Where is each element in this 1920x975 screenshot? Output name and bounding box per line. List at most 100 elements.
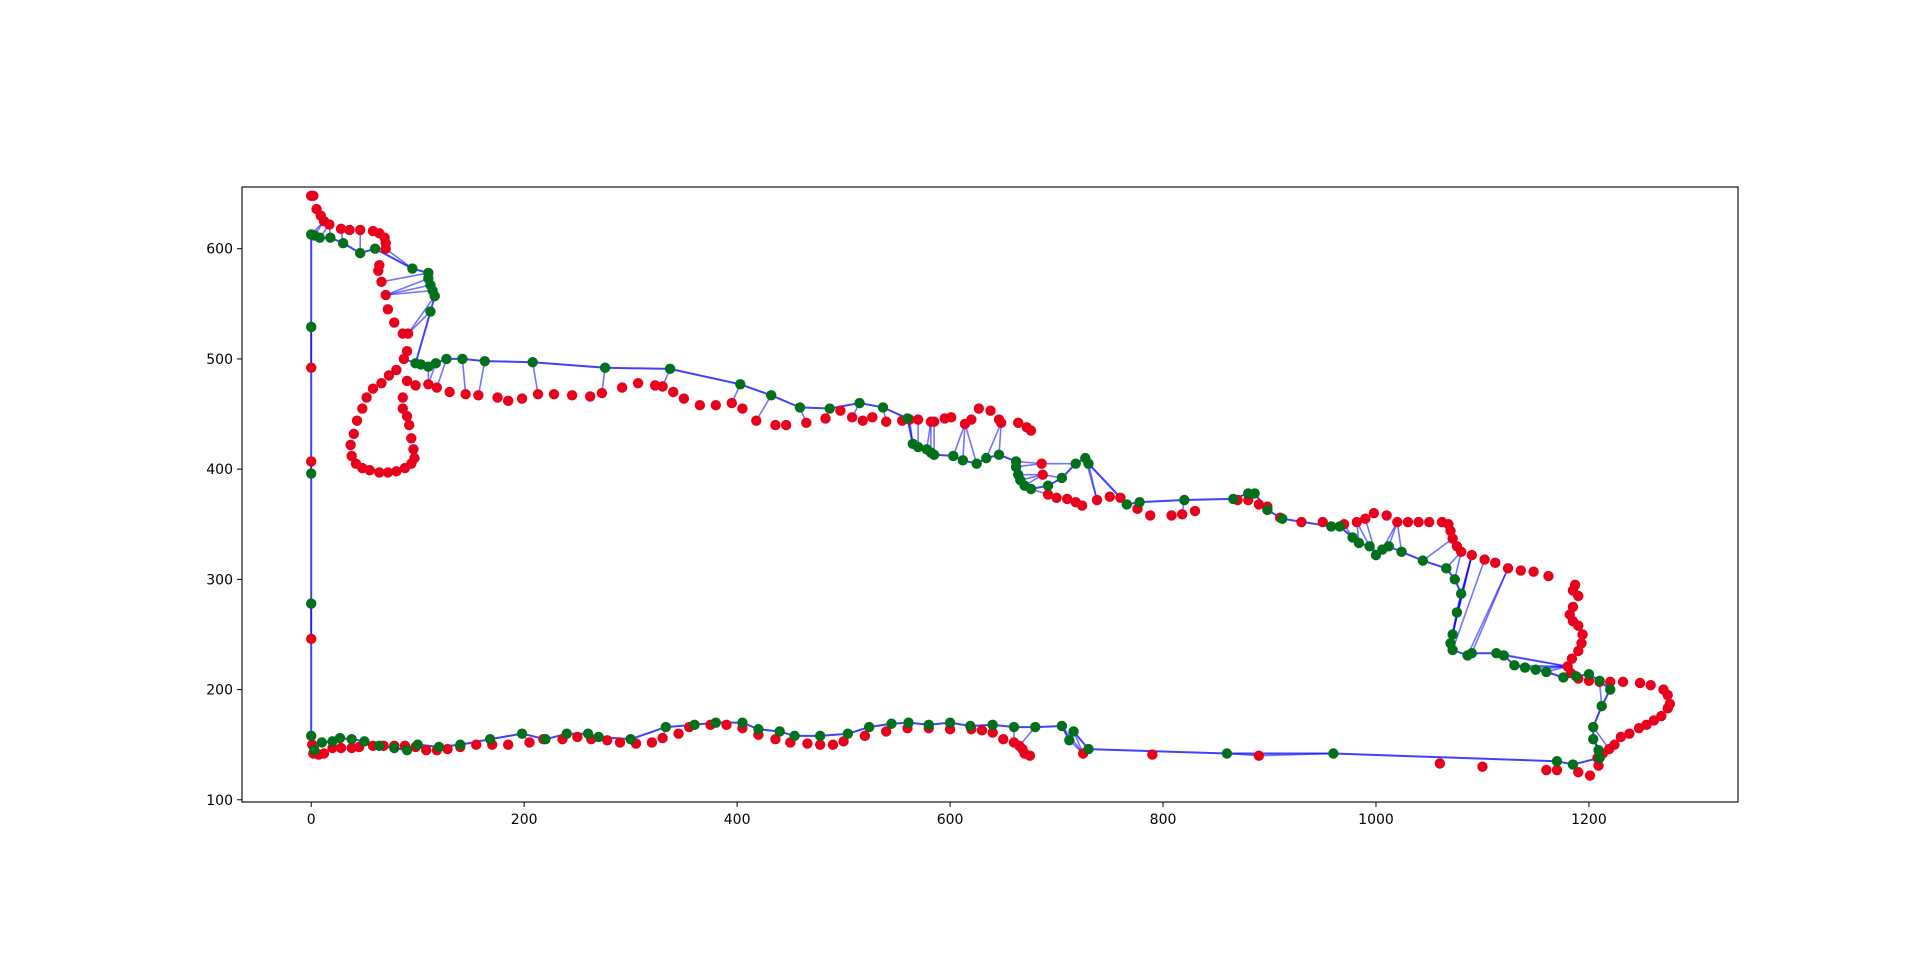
- green-point: [1447, 629, 1458, 640]
- green-point: [1551, 756, 1563, 767]
- green-point: [1417, 555, 1429, 566]
- red-point: [389, 317, 400, 328]
- red-point: [1633, 722, 1645, 734]
- link-line: [407, 310, 432, 335]
- red-point: [431, 382, 443, 393]
- green-point: [1326, 521, 1337, 532]
- green-point: [314, 232, 325, 243]
- green-point: [1449, 574, 1460, 585]
- green-point: [389, 742, 400, 754]
- red-point: [1392, 516, 1403, 528]
- red-point: [1573, 645, 1584, 657]
- green-point: [854, 397, 865, 409]
- green-point: [735, 379, 746, 390]
- green-point: [824, 403, 835, 414]
- red-point: [442, 743, 453, 755]
- green-point: [1498, 650, 1509, 661]
- red-point: [1551, 764, 1563, 776]
- red-point: [985, 405, 996, 416]
- red-point: [1037, 469, 1048, 480]
- link-line: [962, 423, 966, 461]
- link-line: [1422, 537, 1454, 562]
- red-point: [1577, 629, 1588, 640]
- red-point: [1317, 516, 1328, 528]
- red-point: [382, 304, 394, 315]
- green-point: [1134, 497, 1145, 508]
- green-point-series: [306, 229, 1616, 770]
- green-point: [923, 719, 934, 731]
- green-point: [765, 390, 777, 401]
- red-point: [1189, 505, 1201, 517]
- red-point: [846, 412, 858, 423]
- red-point: [1502, 563, 1514, 574]
- link-line: [1503, 654, 1568, 668]
- red-point: [524, 737, 535, 748]
- green-point: [599, 362, 611, 373]
- red-point: [1634, 677, 1646, 689]
- red-point: [1402, 516, 1414, 528]
- red-point: [1008, 737, 1020, 748]
- red-point: [998, 733, 1009, 745]
- red-point: [473, 390, 484, 401]
- red-point: [710, 400, 722, 411]
- red-point: [673, 728, 684, 739]
- red-point: [1479, 554, 1490, 565]
- red-point: [380, 243, 391, 254]
- green-point: [1594, 752, 1605, 764]
- red-point: [566, 390, 578, 401]
- green-point: [479, 355, 490, 367]
- red-point: [602, 735, 613, 746]
- green-point: [1025, 483, 1037, 495]
- red-point: [1176, 509, 1188, 520]
- green-point: [1328, 748, 1339, 759]
- red-point: [1543, 570, 1554, 582]
- green-point: [455, 739, 466, 750]
- red-point: [502, 739, 514, 750]
- green-point: [903, 717, 914, 728]
- red-point: [345, 439, 356, 451]
- green-point: [1364, 541, 1375, 552]
- green-point: [1596, 700, 1607, 712]
- red-point: [976, 725, 988, 736]
- red-point: [548, 389, 560, 400]
- green-point: [407, 263, 418, 274]
- green-point: [309, 744, 320, 756]
- green-point: [1030, 721, 1041, 733]
- green-point: [540, 733, 551, 745]
- red-point: [1569, 579, 1581, 591]
- green-point: [753, 724, 764, 735]
- link-line: [964, 423, 978, 464]
- red-point: [1566, 653, 1578, 664]
- red-point: [460, 389, 471, 400]
- link-line: [531, 362, 539, 395]
- green-point: [1441, 563, 1452, 574]
- green-point: [965, 720, 976, 732]
- green-point: [316, 737, 328, 748]
- red-point: [966, 414, 977, 425]
- red-point: [1076, 500, 1088, 511]
- green-point: [346, 733, 357, 745]
- green-point: [1509, 660, 1520, 671]
- green-point: [710, 717, 722, 728]
- red-point: [1477, 761, 1488, 772]
- red-point: [1013, 417, 1024, 429]
- green-point: [1383, 541, 1394, 552]
- red-point: [403, 419, 415, 431]
- green-point: [737, 717, 748, 728]
- green-point: [306, 321, 317, 333]
- green-point: [1605, 684, 1616, 695]
- green-point: [1334, 521, 1345, 532]
- red-point: [1360, 513, 1371, 524]
- red-point: [1466, 549, 1478, 561]
- red-point: [1296, 516, 1307, 528]
- green-point: [484, 733, 496, 745]
- green-point: [814, 730, 826, 742]
- green-point: [1567, 759, 1579, 770]
- red-point: [632, 377, 644, 389]
- red-point: [584, 391, 596, 402]
- link-line: [985, 422, 1002, 459]
- green-point: [993, 449, 1005, 461]
- red-point: [726, 397, 737, 409]
- green-point: [1262, 504, 1273, 516]
